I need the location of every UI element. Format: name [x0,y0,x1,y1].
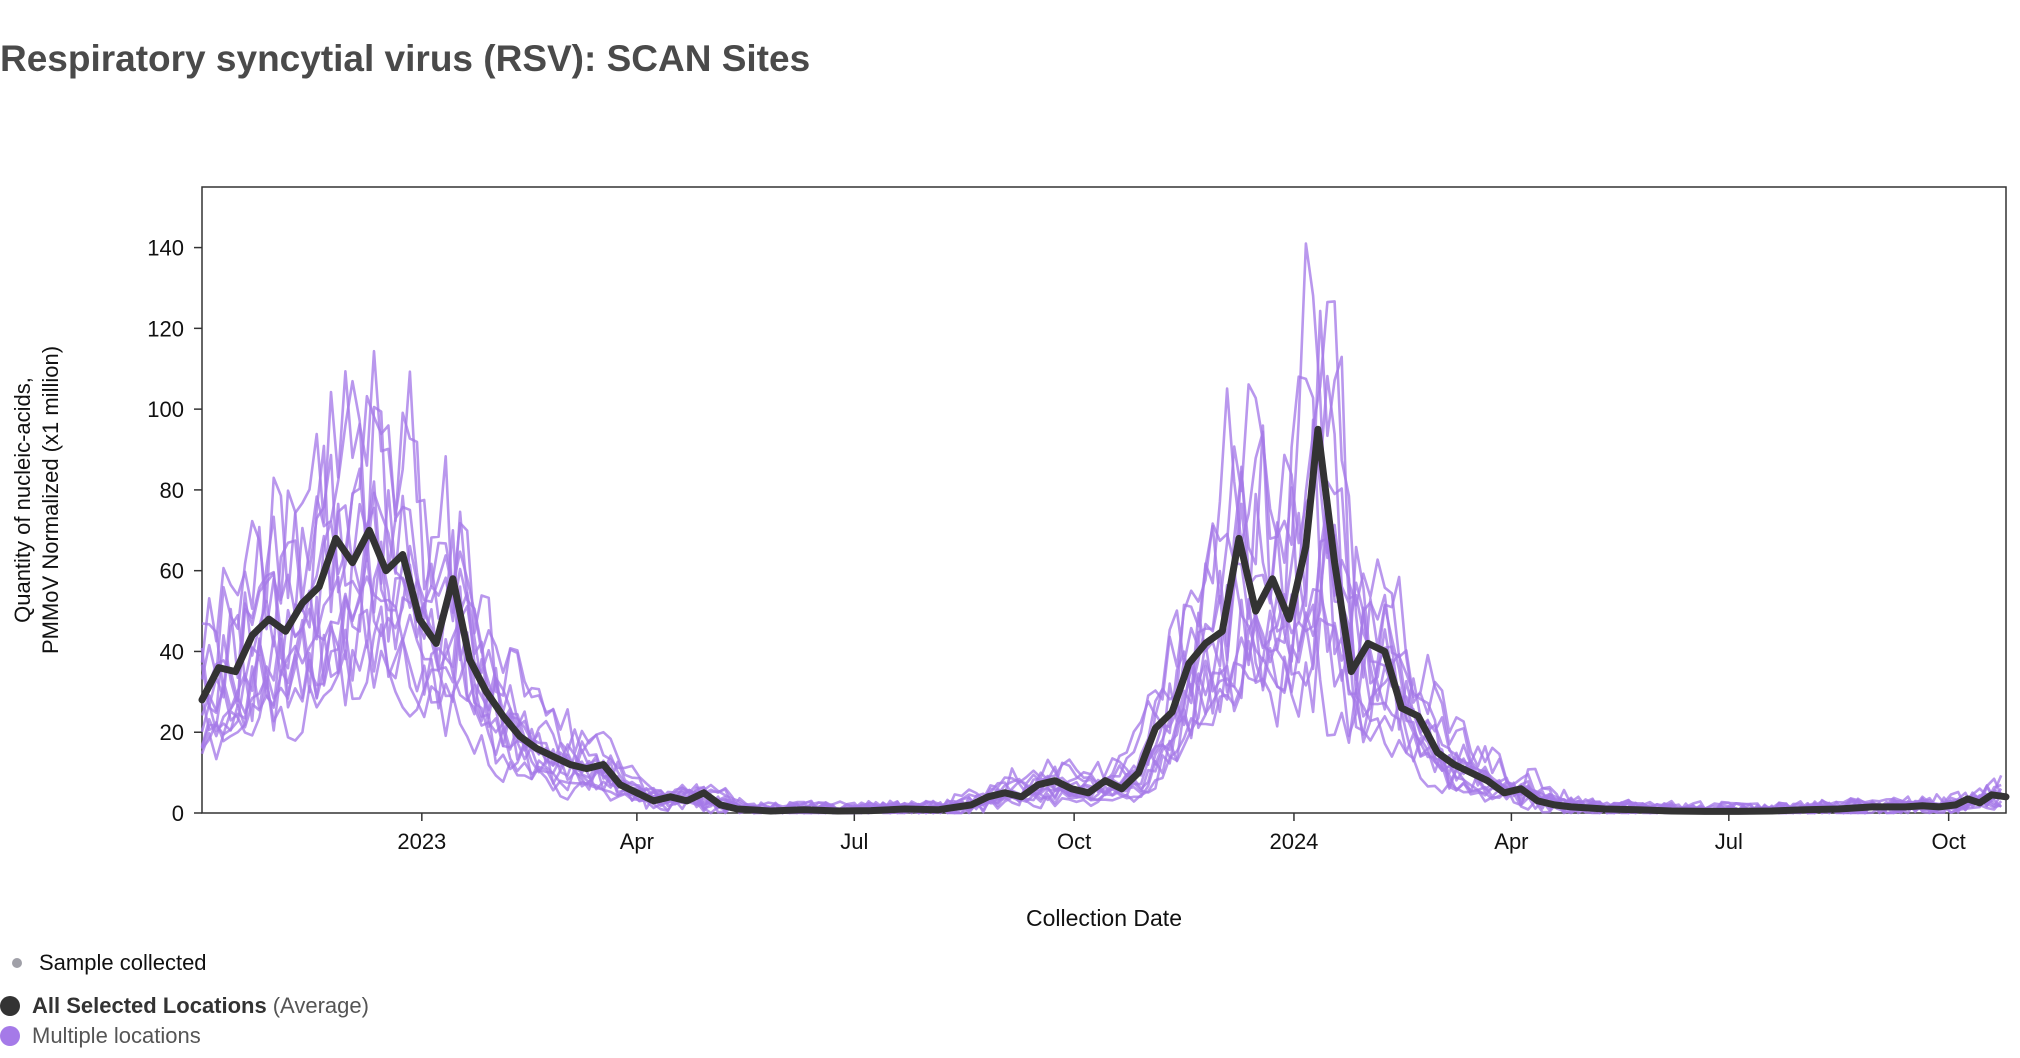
legend-average-label: All Selected Locations [32,993,267,1018]
x-tick-label: Oct [1932,829,1966,854]
legend-average-suffix: (Average) [272,993,369,1018]
y-tick-label: 60 [160,559,184,584]
y-tick-label: 140 [147,236,184,261]
x-tick-label: 2023 [397,829,446,854]
average-series-line [198,425,2010,815]
y-axis-label-line: PMMoV Normalized (x1 million) [38,346,63,654]
y-tick-label: 80 [160,478,184,503]
y-tick-label: 100 [147,397,184,422]
x-tick-label: Apr [1494,829,1528,854]
average-dot-icon [0,996,20,1016]
x-tick-label: 2024 [1269,829,1318,854]
y-axis-label-line: Quantity of nucleic-acids, [10,377,35,623]
legend-sample-label: Sample collected [39,950,207,975]
x-tick-label: Oct [1057,829,1091,854]
y-tick-label: 0 [172,801,184,826]
x-tick-label: Jul [1715,829,1743,854]
sample-dot-icon [12,958,22,968]
x-tick-label: Jul [840,829,868,854]
y-tick-label: 40 [160,639,184,664]
legend-average[interactable]: All Selected Locations (Average) [0,993,369,1019]
y-tick-label: 120 [147,316,184,341]
x-axis-label: Collection Date [1026,905,1182,931]
location-series-line [200,309,2003,815]
locations-dot-icon [0,1026,20,1046]
location-series-line [200,242,2003,815]
location-series-line [200,300,2002,815]
legend-sample-collected: Sample collected [12,950,207,976]
y-tick-label: 20 [160,720,184,745]
plot-frame [201,186,2007,814]
legend-multiple-locations[interactable]: Multiple locations [0,1023,201,1049]
legend-multiple-label: Multiple locations [32,1023,201,1048]
location-series-line [200,605,2002,815]
x-tick-label: Apr [620,829,654,854]
y-axis-label: Quantity of nucleic-acids, PMMoV Normaliz… [10,346,63,654]
page-title: Respiratory syncytial virus (RSV): SCAN … [0,38,811,79]
